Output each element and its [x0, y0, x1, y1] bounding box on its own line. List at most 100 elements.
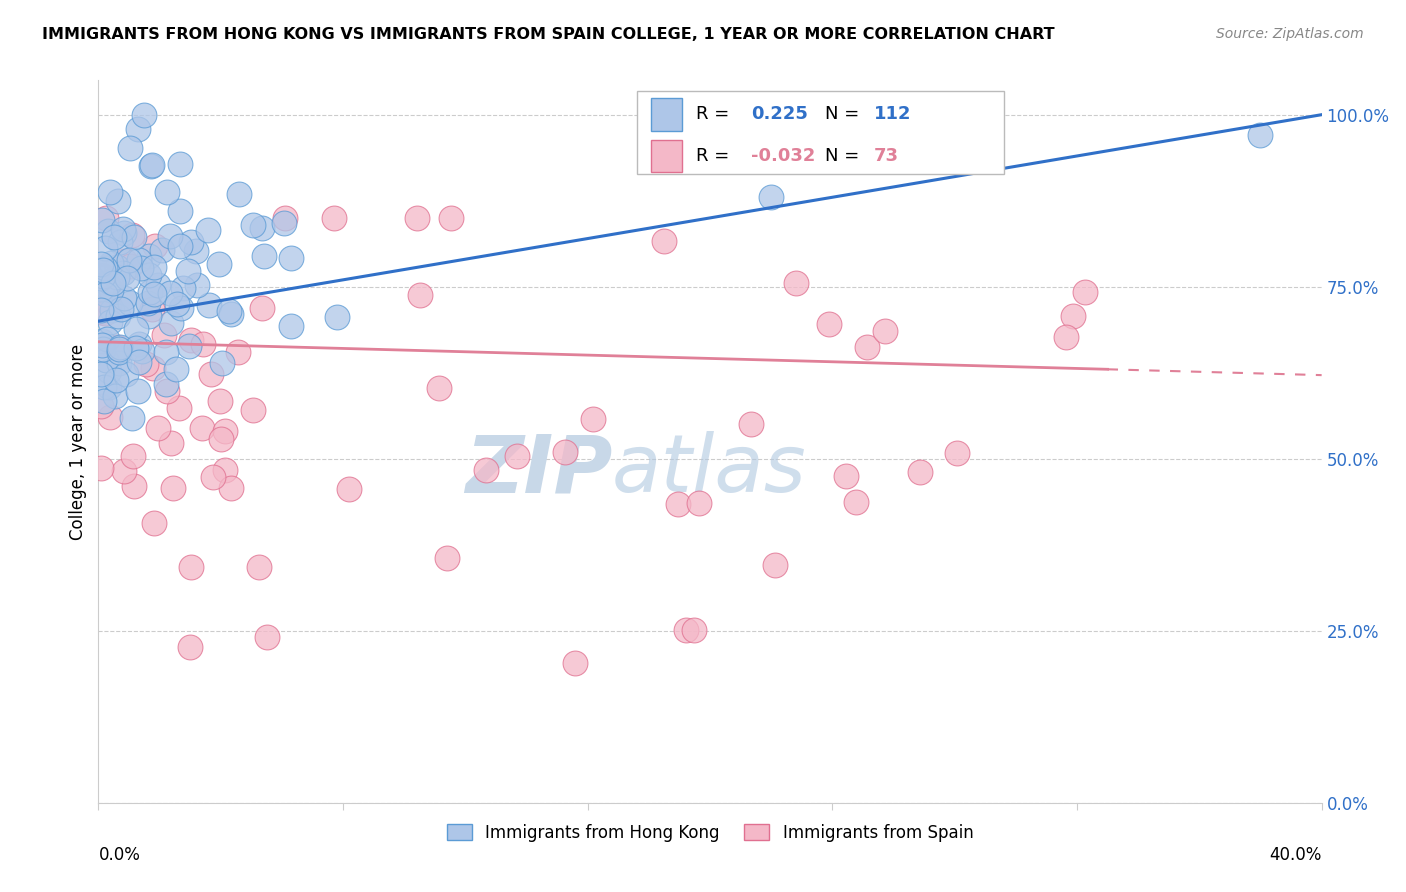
- Point: [121, 411, 143, 425]
- Point: [219, 307, 242, 321]
- Point: [1054, 330, 1077, 344]
- Point: [169, 238, 191, 252]
- Point: [141, 302, 163, 317]
- Point: [242, 402, 264, 417]
- Point: [100, 275, 122, 289]
- Point: [143, 260, 166, 274]
- Text: Source: ZipAtlas.com: Source: ZipAtlas.com: [1216, 27, 1364, 41]
- Point: [148, 420, 170, 434]
- Point: [91, 337, 114, 351]
- Text: 0.225: 0.225: [751, 105, 808, 123]
- Point: [112, 226, 135, 240]
- Point: [186, 277, 208, 292]
- Point: [143, 239, 166, 253]
- Point: [118, 259, 141, 273]
- FancyBboxPatch shape: [651, 140, 682, 172]
- Point: [107, 309, 129, 323]
- Point: [165, 362, 187, 376]
- Point: [150, 243, 173, 257]
- Point: [98, 380, 121, 394]
- Point: [273, 217, 295, 231]
- Point: [208, 394, 231, 409]
- Point: [114, 253, 136, 268]
- Y-axis label: College, 1 year or more: College, 1 year or more: [69, 343, 87, 540]
- Point: [785, 277, 807, 291]
- Point: [98, 186, 121, 200]
- Text: atlas: atlas: [612, 432, 807, 509]
- Point: [322, 211, 344, 225]
- Legend: Immigrants from Hong Kong, Immigrants from Spain: Immigrants from Hong Kong, Immigrants fr…: [440, 817, 980, 848]
- Point: [90, 334, 112, 349]
- Point: [856, 340, 879, 354]
- Point: [94, 211, 117, 225]
- Point: [136, 295, 159, 310]
- Text: 112: 112: [873, 105, 911, 123]
- Point: [105, 340, 128, 354]
- Point: [179, 338, 201, 352]
- Point: [143, 287, 166, 301]
- Point: [169, 301, 191, 315]
- Point: [337, 482, 360, 496]
- Point: [107, 194, 129, 208]
- Point: [564, 657, 586, 671]
- Point: [128, 337, 150, 351]
- Point: [169, 203, 191, 218]
- Point: [100, 256, 122, 270]
- Point: [652, 234, 675, 248]
- Point: [162, 482, 184, 496]
- Point: [688, 496, 710, 510]
- Point: [908, 465, 931, 479]
- Point: [242, 219, 264, 233]
- Point: [103, 230, 125, 244]
- Point: [131, 344, 153, 359]
- Point: [93, 393, 115, 408]
- Point: [124, 479, 146, 493]
- Point: [96, 332, 118, 346]
- Point: [193, 337, 215, 351]
- Point: [101, 276, 124, 290]
- Point: [180, 559, 202, 574]
- Point: [506, 449, 529, 463]
- Point: [114, 367, 136, 381]
- Point: [554, 445, 576, 459]
- Point: [214, 424, 236, 438]
- Point: [226, 345, 249, 359]
- Point: [167, 401, 190, 416]
- Point: [108, 344, 131, 359]
- Point: [104, 389, 127, 403]
- Point: [90, 268, 112, 283]
- Point: [427, 381, 450, 395]
- Point: [110, 302, 132, 317]
- Point: [111, 266, 134, 280]
- Point: [90, 268, 112, 283]
- Point: [98, 409, 121, 424]
- Point: [211, 356, 233, 370]
- Point: [200, 367, 222, 381]
- Point: [142, 361, 165, 376]
- Point: [197, 222, 219, 236]
- Point: [91, 213, 114, 227]
- Point: [143, 516, 166, 531]
- Point: [94, 352, 117, 367]
- Point: [127, 384, 149, 398]
- Point: [582, 412, 605, 426]
- Point: [180, 334, 202, 348]
- Point: [148, 277, 170, 292]
- Point: [153, 328, 176, 343]
- Point: [475, 463, 498, 477]
- Point: [256, 630, 278, 644]
- Point: [184, 244, 207, 258]
- Point: [250, 301, 273, 316]
- Point: [759, 190, 782, 204]
- Text: R =: R =: [696, 147, 735, 165]
- Point: [180, 235, 202, 250]
- Point: [98, 315, 121, 329]
- Point: [159, 229, 181, 244]
- Text: N =: N =: [825, 147, 865, 165]
- Point: [97, 224, 120, 238]
- Point: [166, 297, 188, 311]
- Point: [91, 262, 114, 277]
- Text: R =: R =: [696, 105, 735, 123]
- Point: [817, 318, 839, 332]
- Point: [91, 342, 114, 356]
